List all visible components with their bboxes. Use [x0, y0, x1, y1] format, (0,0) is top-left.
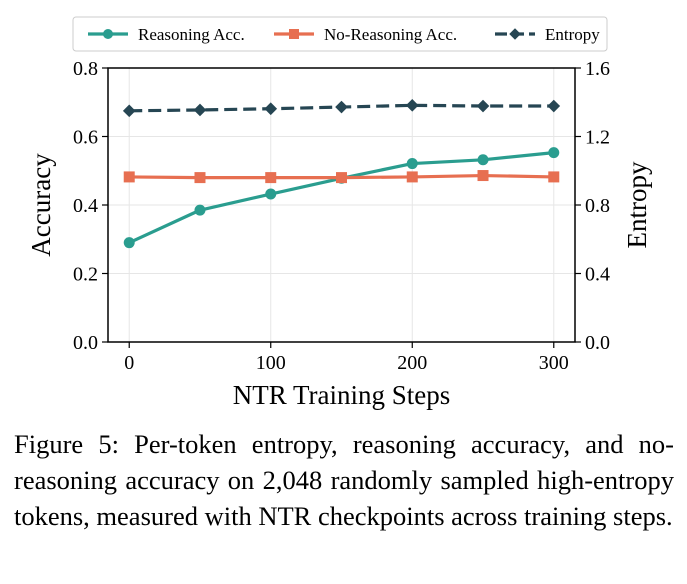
legend-label-entropy: Entropy — [545, 25, 600, 44]
data-point-no-reasoning-acc — [477, 170, 489, 182]
y-right-tick-label: 0.8 — [585, 195, 610, 217]
legend-marker-entropy — [509, 28, 521, 40]
x-tick-label: 0 — [124, 352, 134, 374]
data-point-entropy — [476, 99, 490, 113]
data-point-no-reasoning-acc — [265, 172, 277, 184]
data-point-reasoning-acc — [265, 188, 277, 200]
legend-box — [72, 16, 608, 52]
x-tick-label: 200 — [397, 352, 427, 374]
chart: 0 100 200 300 0.0 0.2 0.4 0.6 0.8 0.0 0.4 0.8 1.2 1.6… — [26, 16, 652, 410]
y-axis-right-label: Entropy — [622, 161, 652, 248]
legend: Reasoning Acc. No-Reasoning Acc. Entropy — [72, 16, 608, 52]
y-right-tick-label: 0.4 — [585, 264, 610, 286]
series-reasoning-acc — [123, 147, 560, 249]
legend-label-reasoning-acc: Reasoning Acc. — [138, 25, 245, 44]
figure-caption: Figure 5: Per-token entropy, reasoning a… — [14, 426, 674, 534]
series-line-reasoning-acc — [128, 151, 554, 245]
data-point-entropy — [264, 102, 278, 116]
data-point-entropy — [193, 103, 207, 117]
y-right-tick-label: 0.0 — [585, 332, 610, 354]
caption-text: Figure 5: Per-token entropy, reasoning a… — [14, 429, 674, 531]
y-right-tick-label: 1.2 — [585, 127, 610, 149]
data-point-entropy — [122, 104, 136, 118]
y-axis-left-label: Accuracy — [26, 153, 56, 257]
x-tick-label: 300 — [539, 352, 569, 374]
y-left-tick-label: 0.8 — [73, 58, 98, 80]
legend-marker-no-reasoning-acc — [289, 29, 299, 39]
legend-label-no-reasoning-acc: No-Reasoning Acc. — [324, 25, 457, 44]
data-point-entropy — [335, 100, 348, 114]
data-point-reasoning-acc — [548, 147, 560, 159]
y-left-tick-label: 0.0 — [73, 332, 98, 354]
data-point-reasoning-acc — [123, 237, 135, 249]
data-point-no-reasoning-acc — [548, 171, 560, 183]
series-entropy — [122, 99, 561, 118]
data-point-reasoning-acc — [406, 158, 418, 170]
data-point-entropy — [405, 99, 419, 112]
legend-marker-reasoning-acc — [103, 29, 113, 39]
y-left-tick-label: 0.6 — [73, 127, 98, 149]
data-point-no-reasoning-acc — [336, 172, 347, 184]
data-point-no-reasoning-acc — [194, 172, 206, 184]
y-left-tick-label: 0.2 — [73, 264, 98, 286]
data-point-reasoning-acc — [194, 204, 206, 216]
data-point-reasoning-acc — [477, 154, 489, 166]
data-point-no-reasoning-acc — [406, 171, 418, 183]
y-left-tick-label: 0.4 — [73, 195, 98, 217]
series-layer — [122, 99, 561, 249]
data-point-entropy — [547, 99, 561, 113]
series-no-reasoning-acc — [123, 170, 560, 184]
data-point-no-reasoning-acc — [123, 171, 135, 183]
x-axis-label: NTR Training Steps — [233, 380, 451, 410]
y-right-tick-label: 1.6 — [585, 58, 610, 80]
x-tick-label: 100 — [256, 352, 286, 374]
ticks: 0 100 200 300 0.0 0.2 0.4 0.6 0.8 0.0 0.4 0.8 1.2 1.6 — [73, 58, 610, 374]
